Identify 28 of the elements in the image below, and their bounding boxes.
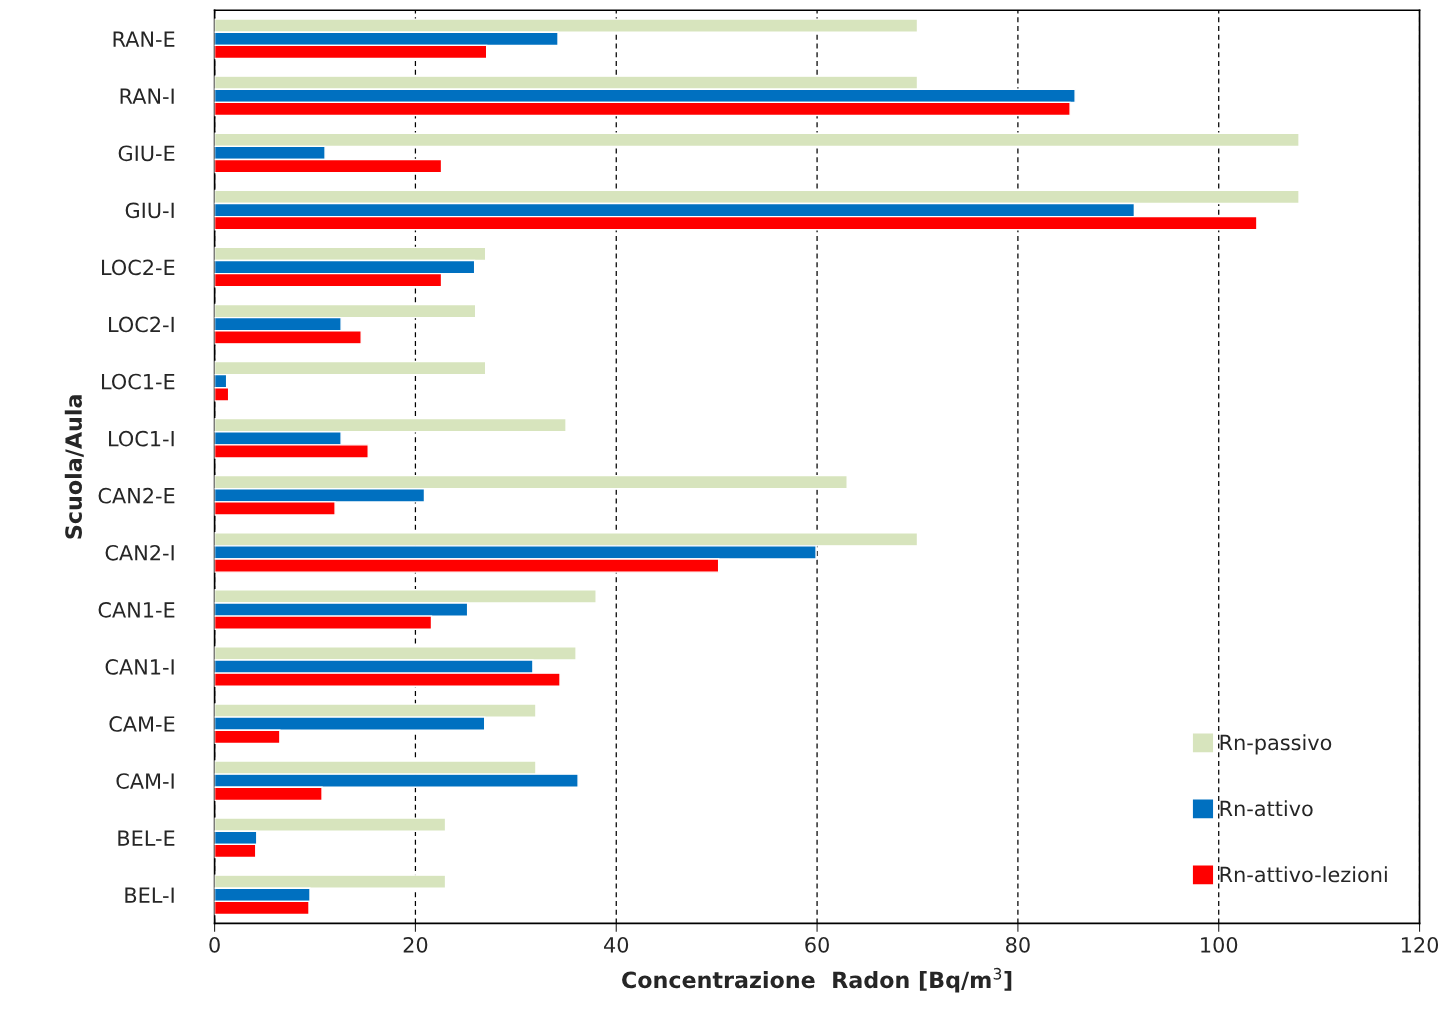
y-tick-label: BEL-I (125, 887, 174, 903)
y-tick-label: CAM-I (116, 773, 174, 789)
legend-label: Rn-passivo (1220, 734, 1332, 755)
x-tick-label: 0 (209, 936, 220, 953)
legend-label: Rn-attivo (1220, 800, 1313, 817)
x-tick-label: 60 (805, 936, 829, 953)
x-tick-label: 120 (1401, 936, 1439, 953)
y-tick-label: LOC1-I (109, 430, 174, 447)
x-tick-label: 80 (1006, 936, 1030, 953)
y-axis-title: Scuola/Aula (64, 395, 84, 539)
y-tick-label: LOC2-I (109, 316, 174, 333)
y-tick-label: CAM-E (109, 716, 175, 732)
x-tick-label: 100 (1201, 936, 1238, 953)
y-tick-label: LOC2-E (102, 259, 175, 276)
y-tick-label: CAN2-I (105, 544, 174, 561)
x-tick-label: 40 (604, 936, 629, 953)
y-tick-label: GIU-I (125, 202, 174, 219)
y-tick-label: LOC1-E (102, 373, 175, 390)
x-tick-label: 20 (403, 936, 428, 953)
y-tick-label: GIU-E (118, 145, 175, 162)
x-axis-title: Concentrazione Radon [Bq/m$^{3}$] (622, 967, 1012, 993)
legend-label: Rn-attivo-lezioni (1220, 866, 1387, 883)
y-tick-label: CAN1-I (105, 659, 174, 675)
y-tick-label: CAN1-E (98, 601, 175, 618)
y-tick-label: BEL-E (118, 830, 175, 846)
y-tick-label: CAN2-E (98, 487, 175, 504)
y-tick-label: RAN-E (113, 31, 175, 47)
y-tick-label: RAN-I (120, 88, 174, 104)
